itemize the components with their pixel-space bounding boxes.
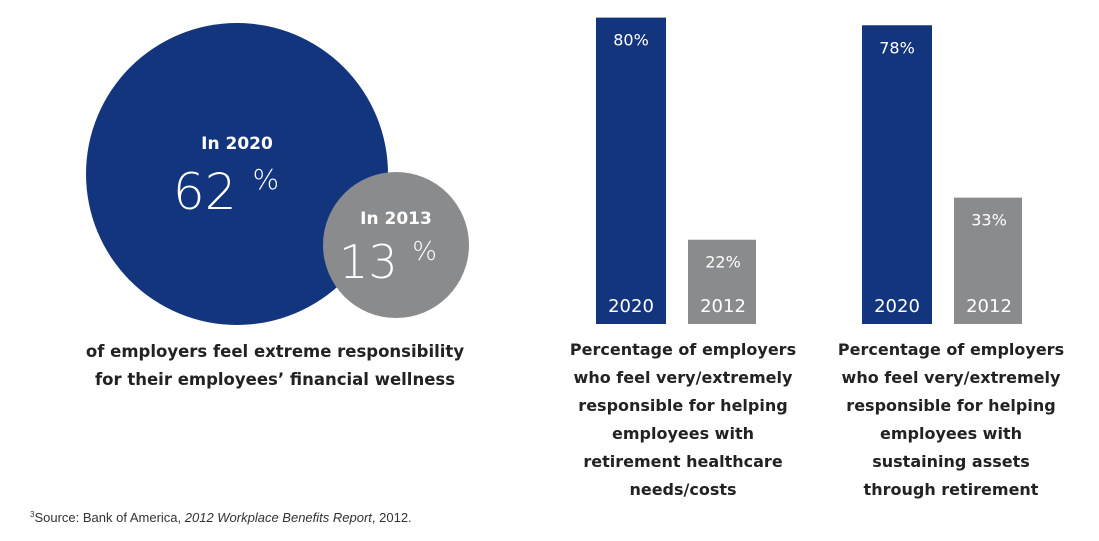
- caption-line: Percentage of employers: [837, 340, 1065, 359]
- source-footnote: 3Source: Bank of America, 2012 Workplace…: [30, 510, 412, 525]
- bubble-2020: [86, 23, 388, 325]
- caption-line: employees with: [880, 424, 1022, 443]
- bubble-2020-unit: %: [252, 163, 279, 196]
- bubble-caption: of employers feel extreme responsibility…: [40, 338, 510, 394]
- bubble-caption-line: of employers feel extreme responsibility: [85, 342, 465, 361]
- bar-category-label: 2012: [700, 296, 746, 317]
- bar-category-label: 2012: [966, 296, 1012, 317]
- bubble-chart: In 2020 62 % In 2013 13 %: [86, 23, 469, 325]
- bar-2012: [688, 239, 756, 324]
- bar-2020: [596, 17, 666, 324]
- bar-category-label: 2020: [608, 296, 654, 317]
- bar-2020: [862, 25, 932, 324]
- bar-category-label: 2020: [874, 296, 920, 317]
- bubble-2013-label: In 2013: [360, 209, 432, 229]
- caption-line: who feel very/extremely: [573, 368, 793, 387]
- caption-line: Percentage of employers: [569, 340, 797, 359]
- bubble-2020-label: In 2020: [201, 134, 273, 154]
- footnote-marker: 3: [30, 510, 35, 519]
- bubble-2020-number: 62: [173, 163, 237, 221]
- bar-chart-retirement-healthcare: 80% 2020 22% 2012: [596, 17, 756, 324]
- caption-line: through retirement: [863, 480, 1039, 499]
- bubble-caption-line: for their employees’ financial wellness: [94, 370, 456, 389]
- bubble-2020-value: 62 %: [173, 163, 279, 221]
- bar-value-label: 22%: [705, 253, 741, 272]
- caption-line: responsible for helping: [578, 396, 788, 415]
- bar-value-label: 33%: [971, 211, 1007, 230]
- footnote-prefix: Source: Bank of America,: [34, 510, 185, 525]
- caption-line: employees with: [612, 424, 754, 443]
- bar-value-label: 80%: [613, 31, 649, 50]
- bar-2012: [954, 197, 1022, 324]
- bubble-2013-number: 13: [339, 235, 398, 289]
- caption-line: sustaining assets: [872, 452, 1030, 471]
- caption-line: who feel very/extremely: [841, 368, 1061, 387]
- bubble-2013: [323, 172, 469, 318]
- bar-value-label: 78%: [879, 38, 915, 57]
- footnote-suffix: , 2012.: [371, 510, 412, 525]
- bar-caption-retirement-healthcare: Percentage of employers who feel very/ex…: [558, 336, 808, 504]
- caption-line: needs/costs: [629, 480, 737, 499]
- caption-line: responsible for helping: [846, 396, 1056, 415]
- bubble-2013-value: 13 %: [339, 235, 437, 289]
- caption-line: retirement healthcare: [583, 452, 783, 471]
- footnote-report-title: 2012 Workplace Benefits Report: [184, 510, 372, 525]
- bubble-2013-unit: %: [412, 237, 437, 267]
- bar-chart-sustaining-assets: 78% 2020 33% 2012: [862, 25, 1022, 324]
- bar-caption-sustaining-assets: Percentage of employers who feel very/ex…: [826, 336, 1076, 504]
